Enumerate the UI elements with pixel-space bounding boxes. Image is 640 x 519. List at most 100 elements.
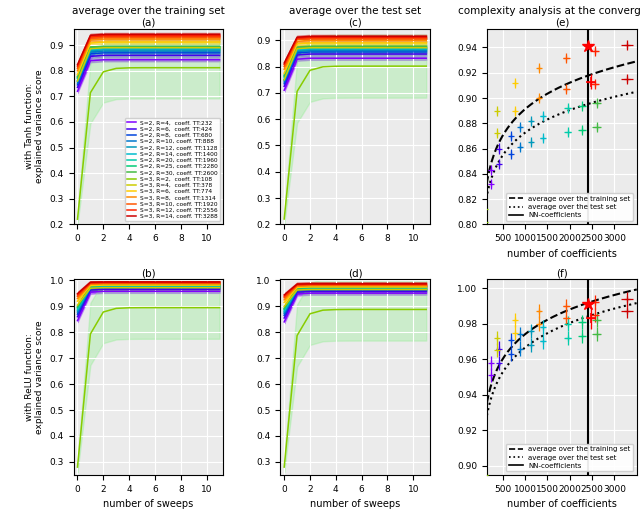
- Line: average over the test set: average over the test set: [484, 303, 637, 438]
- S=3, R=14, coeff. TT:3288: [190, 31, 198, 37]
- S=2, R=30, coeff. TT:2600: [164, 43, 172, 49]
- S=2, R=25, coeff. TT:2280: [138, 44, 146, 50]
- average over the test set: [591, 99, 598, 105]
- average over the training set: [541, 318, 548, 324]
- S=2, R=12, coeff. TT:1128: [177, 47, 184, 53]
- Title: average over the test set
(c): average over the test set (c): [289, 6, 421, 28]
- S=3, R=2,  coeff. TT:108: [203, 64, 211, 71]
- S=2, R=8,  coeff. TT:680: [74, 81, 81, 88]
- S=2, R=30, coeff. TT:2600: [151, 43, 159, 49]
- S=3, R=12, coeff. TT:2556: [125, 33, 133, 39]
- S=2, R=20, coeff. TT:1960: [164, 44, 172, 50]
- Line: S=3, R=10, coeff. TT:1920: S=3, R=10, coeff. TT:1920: [77, 37, 220, 68]
- S=2, R=10, coeff. TT:888: [203, 48, 211, 54]
- S=3, R=14, coeff. TT:3288: [203, 31, 211, 37]
- S=3, R=6,  coeff. TT:774: [177, 39, 184, 45]
- S=3, R=14, coeff. TT:3288: [99, 31, 107, 37]
- S=3, R=6,  coeff. TT:774: [113, 39, 120, 45]
- S=2, R=12, coeff. TT:1128: [86, 48, 94, 54]
- S=3, R=10, coeff. TT:1920: [177, 34, 184, 40]
- S=2, R=25, coeff. TT:2280: [125, 44, 133, 50]
- S=3, R=2,  coeff. TT:108: [164, 64, 172, 71]
- S=2, R=12, coeff. TT:1128: [99, 47, 107, 53]
- S=2, R=6,  coeff. TT:424: [125, 52, 133, 59]
- S=2, R=10, coeff. TT:888: [99, 48, 107, 54]
- S=2, R=8,  coeff. TT:680: [99, 50, 107, 56]
- S=3, R=10, coeff. TT:1920: [164, 34, 172, 40]
- S=2, R=14, coeff. TT:1400: [86, 47, 94, 53]
- S=3, R=14, coeff. TT:3288: [216, 31, 223, 37]
- Line: average over the training set: average over the training set: [484, 290, 637, 425]
- S=2, R=30, coeff. TT:2600: [190, 43, 198, 49]
- S=3, R=10, coeff. TT:1920: [138, 34, 146, 40]
- S=2, R=14, coeff. TT:1400: [125, 46, 133, 52]
- S=3, R=8,  coeff. TT:1314: [113, 36, 120, 42]
- S=3, R=10, coeff. TT:1920: [151, 34, 159, 40]
- S=3, R=14, coeff. TT:3288: [74, 62, 81, 68]
- S=2, R=10, coeff. TT:888: [177, 48, 184, 54]
- average over the test set: [499, 153, 506, 159]
- Line: S=3, R=2,  coeff. TT:108: S=3, R=2, coeff. TT:108: [77, 67, 220, 219]
- S=3, R=4,  coeff. TT:378: [190, 45, 198, 51]
- S=2, R=8,  coeff. TT:680: [86, 51, 94, 57]
- S=3, R=8,  coeff. TT:1314: [216, 36, 223, 42]
- S=3, R=12, coeff. TT:2556: [86, 34, 94, 40]
- S=2, R=20, coeff. TT:1960: [216, 44, 223, 50]
- average over the test set: [499, 370, 506, 376]
- S=2, R=14, coeff. TT:1400: [164, 46, 172, 52]
- S=3, R=8,  coeff. TT:1314: [190, 36, 198, 42]
- S=2, R=4,  coeff. TT:232: [138, 57, 146, 63]
- S=3, R=8,  coeff. TT:1314: [99, 36, 107, 42]
- S=3, R=6,  coeff. TT:774: [216, 39, 223, 45]
- S=2, R=6,  coeff. TT:424: [86, 53, 94, 60]
- average over the training set: [530, 325, 538, 331]
- S=3, R=4,  coeff. TT:378: [74, 78, 81, 84]
- S=2, R=30, coeff. TT:2600: [203, 43, 211, 49]
- S=2, R=20, coeff. TT:1960: [190, 44, 198, 50]
- S=3, R=14, coeff. TT:3288: [177, 31, 184, 37]
- S=3, R=2,  coeff. TT:108: [177, 64, 184, 71]
- S=3, R=4,  coeff. TT:378: [138, 45, 146, 51]
- S=2, R=20, coeff. TT:1960: [177, 44, 184, 50]
- S=3, R=8,  coeff. TT:1314: [177, 36, 184, 42]
- S=2, R=8,  coeff. TT:680: [151, 50, 159, 56]
- average over the training set: [480, 202, 488, 209]
- S=2, R=6,  coeff. TT:424: [138, 52, 146, 59]
- S=3, R=10, coeff. TT:1920: [203, 34, 211, 40]
- S=2, R=30, coeff. TT:2600: [177, 43, 184, 49]
- S=3, R=12, coeff. TT:2556: [74, 63, 81, 69]
- average over the training set: [591, 70, 598, 76]
- S=2, R=6,  coeff. TT:424: [113, 52, 120, 59]
- Line: S=2, R=6,  coeff. TT:424: S=2, R=6, coeff. TT:424: [77, 56, 220, 87]
- S=3, R=10, coeff. TT:1920: [125, 34, 133, 40]
- S=3, R=6,  coeff. TT:774: [164, 39, 172, 45]
- Line: S=2, R=30, coeff. TT:2600: S=2, R=30, coeff. TT:2600: [77, 46, 220, 76]
- S=2, R=10, coeff. TT:888: [74, 80, 81, 86]
- S=2, R=14, coeff. TT:1400: [151, 46, 159, 52]
- average over the test set: [480, 434, 488, 441]
- S=3, R=14, coeff. TT:3288: [125, 31, 133, 37]
- S=2, R=12, coeff. TT:1128: [113, 47, 120, 53]
- average over the training set: [576, 75, 584, 81]
- S=3, R=4,  coeff. TT:378: [113, 45, 120, 51]
- X-axis label: number of coefficients: number of coefficients: [507, 499, 617, 509]
- S=3, R=6,  coeff. TT:774: [99, 39, 107, 45]
- Line: S=3, R=12, coeff. TT:2556: S=3, R=12, coeff. TT:2556: [77, 36, 220, 66]
- average over the training set: [591, 298, 598, 304]
- S=3, R=2,  coeff. TT:108: [138, 64, 146, 71]
- S=2, R=6,  coeff. TT:424: [203, 52, 211, 59]
- S=2, R=4,  coeff. TT:232: [164, 57, 172, 63]
- S=2, R=6,  coeff. TT:424: [151, 52, 159, 59]
- S=3, R=12, coeff. TT:2556: [113, 33, 120, 39]
- S=2, R=4,  coeff. TT:232: [125, 57, 133, 63]
- S=3, R=2,  coeff. TT:108: [74, 216, 81, 222]
- Title: average over the training set
(a): average over the training set (a): [72, 6, 225, 28]
- average over the training set: [591, 297, 599, 304]
- S=3, R=10, coeff. TT:1920: [74, 65, 81, 71]
- S=3, R=4,  coeff. TT:378: [164, 45, 172, 51]
- average over the training set: [499, 357, 506, 363]
- X-axis label: number of coefficients: number of coefficients: [507, 249, 617, 258]
- Y-axis label: with Tanh function:
explained variance score: with Tanh function: explained variance s…: [24, 70, 44, 183]
- average over the training set: [576, 303, 584, 309]
- S=2, R=10, coeff. TT:888: [125, 48, 133, 54]
